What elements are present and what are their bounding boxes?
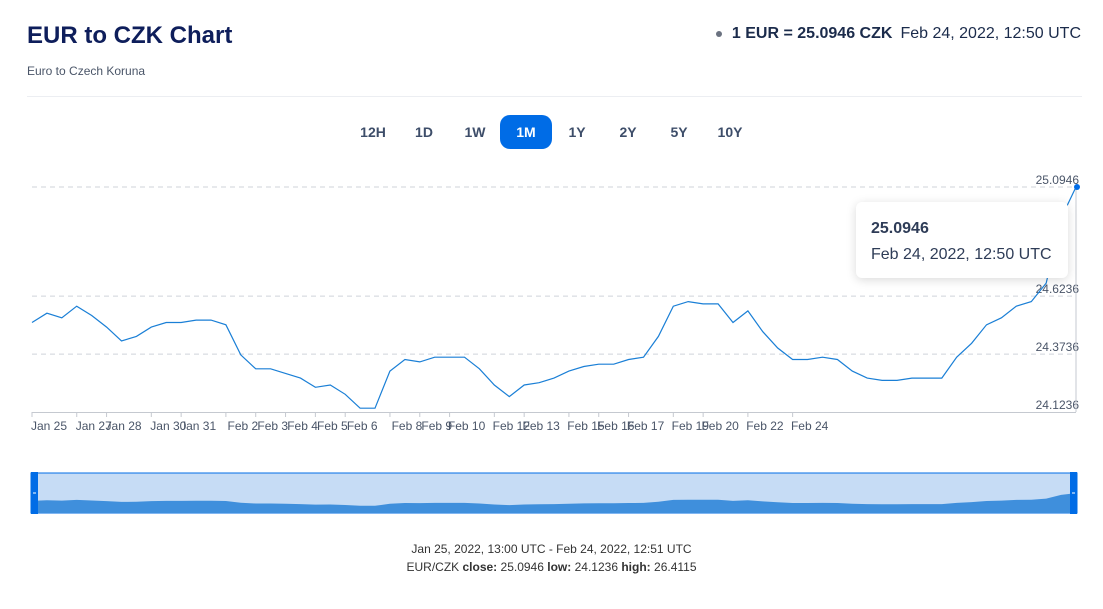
x-tick-label: Feb 12 bbox=[493, 419, 531, 433]
x-tick-label: Feb 5 bbox=[317, 419, 348, 433]
summary-high: 26.4115 bbox=[654, 560, 697, 574]
rate-label: 1 EUR = 25.0946 CZK bbox=[731, 25, 893, 42]
series-line bbox=[31, 186, 1077, 409]
x-tick-label: Feb 24 bbox=[791, 419, 829, 433]
x-tick-label: Feb 6 bbox=[347, 419, 378, 433]
x-tick-label: Jan 27 bbox=[76, 419, 112, 433]
range-button-1m[interactable]: 1M bbox=[500, 115, 552, 149]
summary-low-label: low: bbox=[547, 560, 572, 574]
range-selector: 12H 1D 1W 1M 1Y 2Y 5Y 10Y bbox=[0, 115, 1103, 149]
summary-pair: EUR/CZK bbox=[406, 560, 460, 574]
summary-close: 25.0946 bbox=[500, 560, 544, 574]
endpoint-marker bbox=[1074, 184, 1080, 190]
x-tick-label: Feb 19 bbox=[672, 419, 710, 433]
x-tick-label: Feb 16 bbox=[597, 419, 635, 433]
range-button-5y[interactable]: 5Y bbox=[653, 115, 705, 149]
x-tick-label: Feb 13 bbox=[522, 419, 560, 433]
summary-stats: EUR/CZK close: 25.0946 low: 24.1236 high… bbox=[0, 558, 1103, 576]
chart-summary: Jan 25, 2022, 13:00 UTC - Feb 24, 2022, … bbox=[0, 540, 1103, 576]
x-tick-label: Feb 8 bbox=[392, 419, 423, 433]
range-button-10y[interactable]: 10Y bbox=[704, 115, 756, 149]
range-button-1y[interactable]: 1Y bbox=[551, 115, 603, 149]
range-button-1d[interactable]: 1D bbox=[398, 115, 450, 149]
chart-tooltip: 25.0946 Feb 24, 2022, 12:50 UTC bbox=[856, 202, 1068, 278]
x-tick-label: Feb 9 bbox=[421, 419, 452, 433]
range-button-12h[interactable]: 12H bbox=[347, 115, 399, 149]
y-tick-label: 24.6236 bbox=[1036, 282, 1080, 296]
x-tick-label: Feb 17 bbox=[627, 419, 665, 433]
tooltip-value: 25.0946 bbox=[871, 220, 929, 237]
summary-low: 24.1236 bbox=[574, 560, 618, 574]
x-tick-label: Feb 4 bbox=[287, 419, 318, 433]
live-dot-icon bbox=[715, 31, 722, 37]
tooltip-time: Feb 24, 2022, 12:50 UTC bbox=[871, 246, 1052, 263]
summary-close-label: close: bbox=[462, 560, 498, 574]
y-tick-label: 24.1236 bbox=[1036, 398, 1080, 412]
x-tick-label: Jan 25 bbox=[31, 419, 67, 433]
x-tick-label: Feb 2 bbox=[228, 419, 259, 433]
x-tick-label: Jan 28 bbox=[106, 419, 142, 433]
summary-high-label: high: bbox=[621, 560, 651, 574]
x-tick-label: Feb 15 bbox=[567, 419, 605, 433]
y-tick-label: 25.0946 bbox=[1036, 173, 1080, 187]
x-tick-label: Feb 3 bbox=[257, 419, 288, 433]
x-tick-label: Jan 30 bbox=[150, 419, 186, 433]
rate-time: Feb 24, 2022, 12:50 UTC bbox=[900, 25, 1081, 42]
x-tick-label: Jan 31 bbox=[180, 419, 216, 433]
header-divider bbox=[27, 96, 1082, 97]
range-button-2y[interactable]: 2Y bbox=[602, 115, 654, 149]
range-button-1w[interactable]: 1W bbox=[449, 115, 501, 149]
line-chart[interactable]: 24.1236 24.3736 24.6236 25.0946 Jan 25 Jan 27… bbox=[0, 0, 1103, 540]
current-rate: 1 EUR = 25.0946 CZK Feb 24, 2022, 12:50 … bbox=[715, 25, 1081, 43]
x-tick-label: Feb 20 bbox=[701, 419, 739, 433]
summary-range: Jan 25, 2022, 13:00 UTC - Feb 24, 2022, … bbox=[411, 542, 692, 556]
page-subtitle: Euro to Czech Koruna bbox=[27, 64, 146, 78]
page-title: EUR to CZK Chart bbox=[27, 22, 233, 49]
navigator-area bbox=[32, 493, 1076, 513]
y-tick-label: 24.3736 bbox=[1036, 340, 1080, 354]
x-tick-label: Feb 10 bbox=[448, 419, 486, 433]
x-tick-label: Feb 22 bbox=[746, 419, 784, 433]
